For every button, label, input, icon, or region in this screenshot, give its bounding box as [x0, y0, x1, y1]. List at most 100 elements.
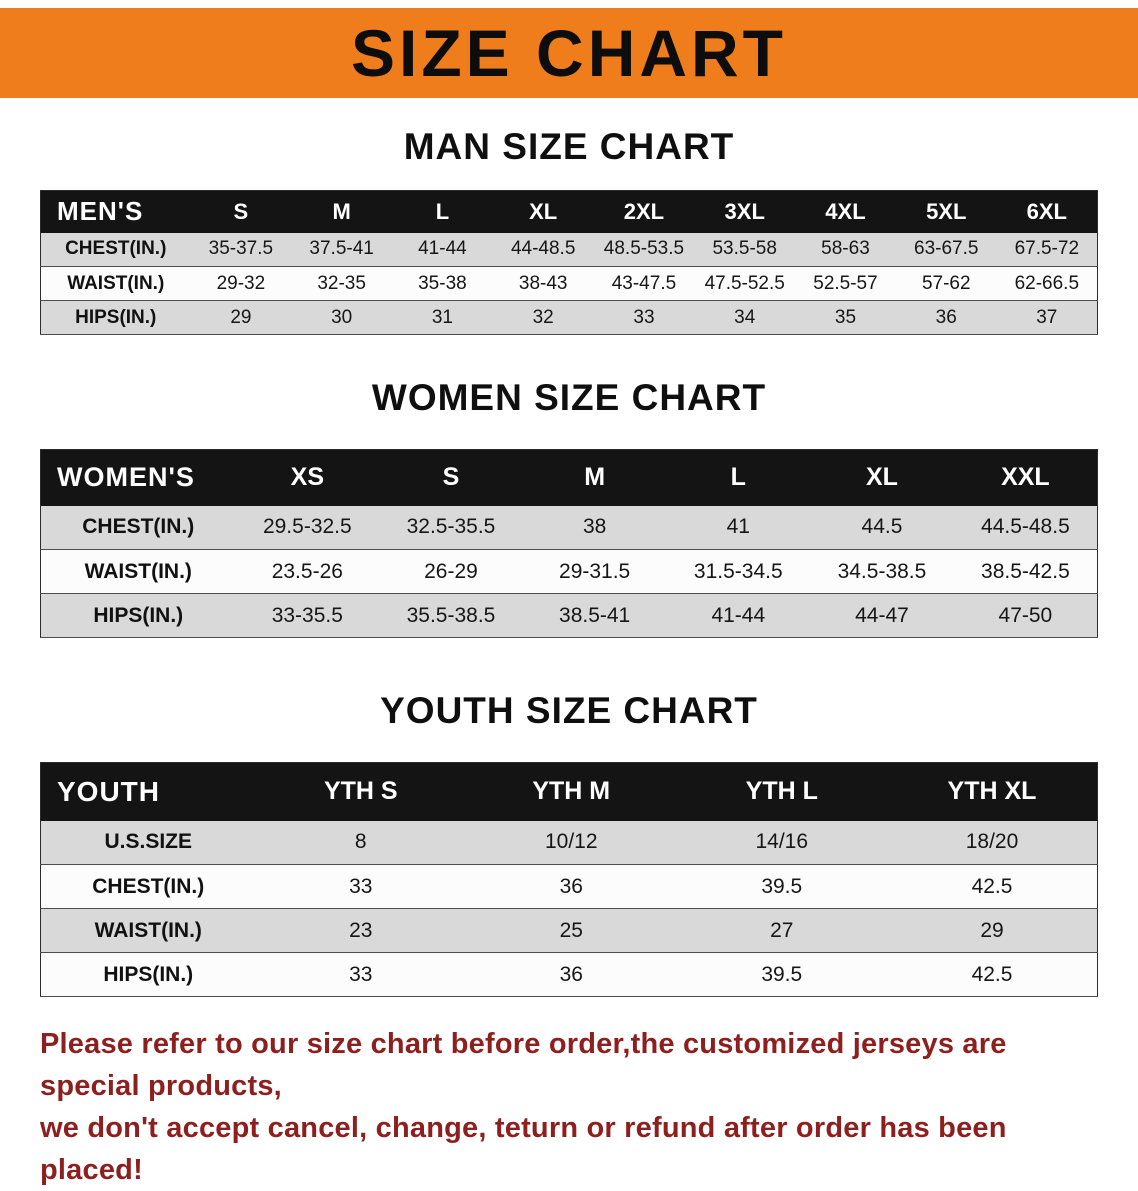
size-value-cell: 23 [349, 918, 373, 942]
measurement-label: WAIST(IN.) [67, 272, 165, 294]
size-value-cell: 67.5-72 [1014, 238, 1080, 260]
size-column-header: S [190, 190, 292, 233]
size-value-cell: 47.5-52.5 [704, 272, 785, 294]
measurement-label: WAIST(IN.) [84, 559, 192, 583]
table-header-row: MEN'S S M L XL 2XL 3XL 4XL 5XL 6XL [40, 190, 1098, 233]
size-column-header: XL [810, 449, 954, 506]
measurement-row: CHEST(IN.) 33 36 39.5 42.5 [40, 864, 1098, 909]
size-value-cell: 53.5-58 [712, 238, 777, 260]
size-value-cell: 32 [532, 306, 554, 328]
size-column-header: YTH L [676, 762, 887, 821]
table-header-row: YOUTH YTH S YTH M YTH L YTH XL [40, 762, 1098, 821]
size-value-cell: 14/16 [755, 830, 809, 854]
order-disclaimer-line-1: Please refer to our size chart before or… [40, 1028, 1007, 1103]
size-column-header: 6XL [996, 190, 1098, 233]
size-column-header: XS [235, 449, 380, 506]
size-value-cell: 47-50 [998, 603, 1053, 627]
size-column-header: XL [492, 190, 594, 233]
measurement-label: WAIST(IN.) [94, 918, 202, 942]
size-column-header: 2XL [593, 190, 695, 233]
size-value-cell: 29-32 [216, 272, 266, 294]
size-value-cell: 38 [582, 515, 607, 539]
size-value-cell: 35-38 [418, 272, 467, 294]
size-value-cell: 27 [770, 918, 794, 942]
youth-section-title: YOUTH SIZE CHART [380, 690, 758, 731]
size-value-cell: 33-35.5 [271, 603, 343, 627]
size-value-cell: 33 [349, 962, 373, 986]
size-value-cell: 44.5 [861, 515, 903, 539]
size-value-cell: 36 [559, 874, 583, 898]
size-column-header: YTH M [466, 762, 677, 821]
size-value-cell: 57-62 [921, 272, 971, 294]
size-value-cell: 33 [349, 874, 373, 898]
measurement-row: CHEST(IN.) 35-37.5 37.5-41 41-44 44-48.5 48.5… [40, 232, 1098, 267]
size-column-header: L [392, 190, 493, 233]
size-column-header: L [666, 449, 811, 506]
size-value-cell: 30 [331, 306, 353, 328]
measurement-row: CHEST(IN.) 29.5-32.5 32.5-35.5 38 41 44.5 44.5… [40, 505, 1098, 550]
size-value-cell: 41 [726, 515, 750, 539]
size-value-cell: 25 [559, 918, 583, 942]
measurement-label: HIPS(IN.) [75, 306, 157, 328]
size-value-cell: 52.5-57 [813, 272, 878, 294]
measurement-row: HIPS(IN.) 33 36 39.5 42.5 [40, 952, 1098, 997]
measurement-row: WAIST(IN.) 23.5-26 26-29 29-31.5 31.5-34.5 34… [40, 549, 1098, 594]
size-column-header: 5XL [895, 190, 997, 233]
measurement-row: U.S.SIZE 8 10/12 14/16 18/20 [40, 820, 1098, 865]
order-disclaimer: Please refer to our size chart before or… [40, 1023, 1098, 1191]
size-value-cell: 23.5-26 [271, 559, 343, 583]
size-value-cell: 34.5-38.5 [837, 559, 927, 583]
men-size-table: MEN'S S M L XL 2XL 3XL 4XL 5XL 6XL CHEST(IN.) 35-37… [40, 190, 1098, 335]
size-value-cell: 26-29 [424, 559, 478, 583]
size-value-cell: 42.5 [971, 874, 1013, 898]
size-column-header: M [522, 449, 667, 506]
men-section-title: MAN SIZE CHART [403, 126, 735, 167]
size-value-cell: 33 [633, 306, 655, 328]
size-value-cell: 32-35 [317, 272, 366, 294]
size-column-header: 3XL [694, 190, 796, 233]
size-value-cell: 38.5-42.5 [981, 559, 1070, 583]
measurement-row: HIPS(IN.) 29 30 31 32 33 34 35 36 37 [40, 300, 1098, 335]
size-value-cell: 35 [834, 306, 857, 328]
size-value-cell: 32.5-35.5 [406, 515, 496, 539]
size-value-cell: 44-48.5 [510, 238, 576, 260]
measurement-label: U.S.SIZE [104, 830, 193, 854]
size-column-header: YTH XL [887, 762, 1098, 821]
size-value-cell: 58-63 [821, 238, 870, 260]
size-value-cell: 37 [1036, 306, 1058, 328]
size-value-cell: 18/20 [965, 830, 1019, 854]
size-value-cell: 39.5 [761, 874, 803, 898]
measurement-label: CHEST(IN.) [82, 515, 195, 539]
size-value-cell: 29 [230, 306, 252, 328]
size-column-header: 4XL [795, 190, 896, 233]
size-value-cell: 31.5-34.5 [693, 559, 783, 583]
size-value-cell: 42.5 [971, 962, 1013, 986]
size-column-header: XXL [953, 449, 1098, 506]
size-value-cell: 43-47.5 [611, 272, 677, 294]
measurement-row: WAIST(IN.) 23 25 27 29 [40, 908, 1098, 953]
size-value-cell: 38-43 [518, 272, 568, 294]
size-value-cell: 62-66.5 [1014, 272, 1080, 294]
size-value-cell: 31 [431, 306, 453, 328]
size-value-cell: 35.5-38.5 [406, 603, 496, 627]
size-value-cell: 29-31.5 [559, 559, 631, 583]
size-value-cell: 41-44 [418, 238, 467, 260]
page-title: SIZE CHART [351, 16, 787, 90]
measurement-label: HIPS(IN.) [103, 962, 194, 986]
size-value-cell: 39.5 [761, 962, 803, 986]
size-column-header: S [379, 449, 523, 506]
size-value-cell: 29 [980, 918, 1004, 942]
measurement-label: CHEST(IN.) [92, 874, 205, 898]
measurement-label: HIPS(IN.) [93, 603, 184, 627]
table-corner-label: WOMEN'S [40, 449, 236, 506]
size-column-header: M [291, 190, 393, 233]
youth-size-table: YOUTH YTH S YTH M YTH L YTH XL U.S.SIZE 8 10/12… [40, 762, 1098, 997]
size-value-cell: 44.5-48.5 [981, 515, 1070, 539]
size-value-cell: 48.5-53.5 [603, 238, 685, 260]
size-value-cell: 34 [734, 306, 756, 328]
size-value-cell: 44-47 [855, 603, 909, 627]
size-value-cell: 10/12 [544, 830, 598, 854]
size-column-header: YTH S [255, 762, 466, 821]
size-value-cell: 36 [935, 306, 957, 328]
measurement-row: HIPS(IN.) 33-35.5 35.5-38.5 38.5-41 41-44 44-… [40, 593, 1098, 638]
